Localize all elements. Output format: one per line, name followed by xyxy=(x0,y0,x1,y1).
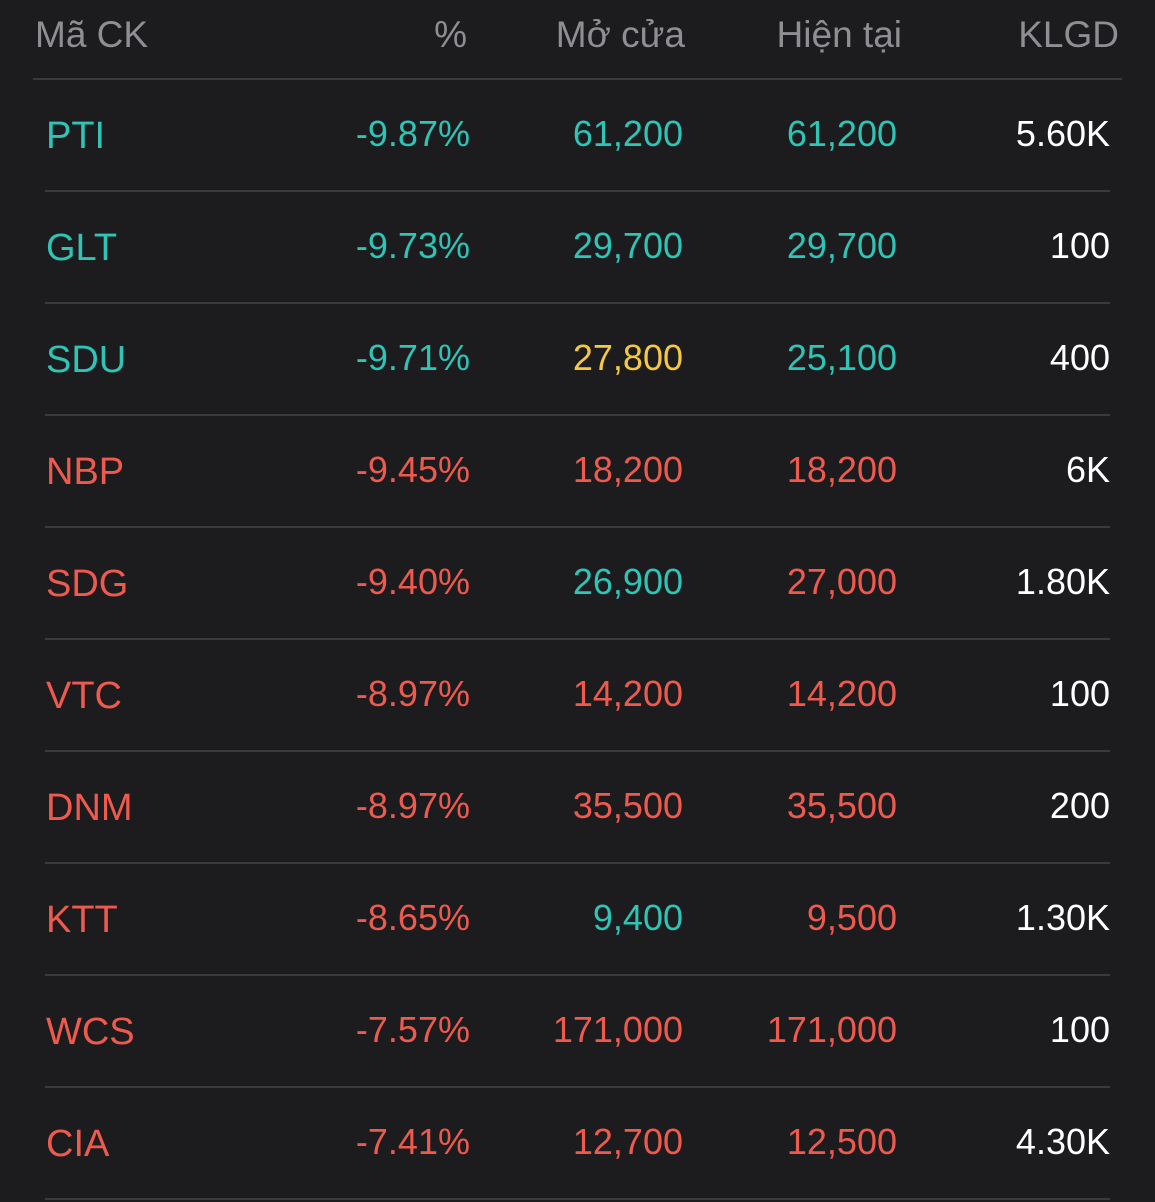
open-price: 14,200 xyxy=(572,673,683,714)
current-price: 171,000 xyxy=(766,1009,897,1050)
table-row[interactable]: DNM -8.97% 35,500 35,500 200 xyxy=(45,752,1110,864)
header-volume[interactable]: KLGD xyxy=(1018,14,1119,55)
percent-change: -9.71% xyxy=(355,337,470,378)
percent-change: -9.87% xyxy=(355,113,470,154)
trading-volume: 1.30K xyxy=(1015,897,1110,938)
trading-volume: 4.30K xyxy=(1015,1121,1110,1162)
table-row[interactable]: WCS -7.57% 171,000 171,000 100 xyxy=(45,976,1110,1088)
trading-volume: 100 xyxy=(1049,1009,1110,1050)
table-row[interactable]: CIA -7.41% 12,700 12,500 4.30K xyxy=(45,1088,1110,1200)
stock-code[interactable]: CIA xyxy=(46,1123,110,1165)
percent-change: -7.57% xyxy=(355,1009,470,1050)
stock-code[interactable]: WCS xyxy=(46,1011,135,1053)
percent-change: -9.73% xyxy=(355,225,470,266)
stock-code[interactable]: DNM xyxy=(46,787,133,829)
current-price: 61,200 xyxy=(786,113,897,154)
trading-volume: 100 xyxy=(1049,225,1110,266)
table-row[interactable]: SDG -9.40% 26,900 27,000 1.80K xyxy=(45,528,1110,640)
current-price: 14,200 xyxy=(786,673,897,714)
open-price: 35,500 xyxy=(572,785,683,826)
percent-change: -9.45% xyxy=(355,449,470,490)
percent-change: -9.40% xyxy=(355,561,470,602)
percent-change: -8.97% xyxy=(355,673,470,714)
open-price: 12,700 xyxy=(572,1121,683,1162)
header-percent[interactable]: % xyxy=(434,14,467,55)
header-current[interactable]: Hiện tại xyxy=(776,14,902,55)
current-price: 9,500 xyxy=(806,897,897,938)
open-price: 171,000 xyxy=(552,1009,683,1050)
current-price: 25,100 xyxy=(786,337,897,378)
header-code[interactable]: Mã CK xyxy=(35,14,149,55)
table-row[interactable]: GLT -9.73% 29,700 29,700 100 xyxy=(45,192,1110,304)
stock-code[interactable]: SDG xyxy=(46,563,129,605)
table-row[interactable]: SDU -9.71% 27,800 25,100 400 xyxy=(45,304,1110,416)
trading-volume: 200 xyxy=(1049,785,1110,826)
table-row[interactable]: KTT -8.65% 9,400 9,500 1.30K xyxy=(45,864,1110,976)
stock-code[interactable]: KTT xyxy=(46,899,118,941)
open-price: 18,200 xyxy=(572,449,683,490)
percent-change: -8.97% xyxy=(355,785,470,826)
current-price: 35,500 xyxy=(786,785,897,826)
percent-change: -7.41% xyxy=(355,1121,470,1162)
current-price: 18,200 xyxy=(786,449,897,490)
table-body: PTI -9.87% 61,200 61,200 5.60K GLT -9.73… xyxy=(45,80,1110,1200)
stock-code[interactable]: VTC xyxy=(46,675,122,717)
open-price: 27,800 xyxy=(572,337,683,378)
table-row[interactable]: VTC -8.97% 14,200 14,200 100 xyxy=(45,640,1110,752)
trading-volume: 5.60K xyxy=(1015,113,1110,154)
open-price: 61,200 xyxy=(572,113,683,154)
current-price: 12,500 xyxy=(786,1121,897,1162)
current-price: 29,700 xyxy=(786,225,897,266)
table-header: Mã CK % Mở cửa Hiện tại KLGD xyxy=(33,0,1122,80)
trading-volume: 6K xyxy=(1065,449,1110,490)
trading-volume: 1.80K xyxy=(1015,561,1110,602)
header-open[interactable]: Mở cửa xyxy=(555,14,685,55)
trading-volume: 100 xyxy=(1049,673,1110,714)
stock-code[interactable]: GLT xyxy=(46,227,118,269)
stock-code[interactable]: SDU xyxy=(46,339,127,381)
table-row[interactable]: PTI -9.87% 61,200 61,200 5.60K xyxy=(45,80,1110,192)
open-price: 29,700 xyxy=(572,225,683,266)
percent-change: -8.65% xyxy=(355,897,470,938)
current-price: 27,000 xyxy=(786,561,897,602)
open-price: 26,900 xyxy=(572,561,683,602)
open-price: 9,400 xyxy=(592,897,683,938)
stock-code[interactable]: PTI xyxy=(46,115,106,157)
table-row[interactable]: NBP -9.45% 18,200 18,200 6K xyxy=(45,416,1110,528)
trading-volume: 400 xyxy=(1049,337,1110,378)
stock-code[interactable]: NBP xyxy=(46,451,125,493)
